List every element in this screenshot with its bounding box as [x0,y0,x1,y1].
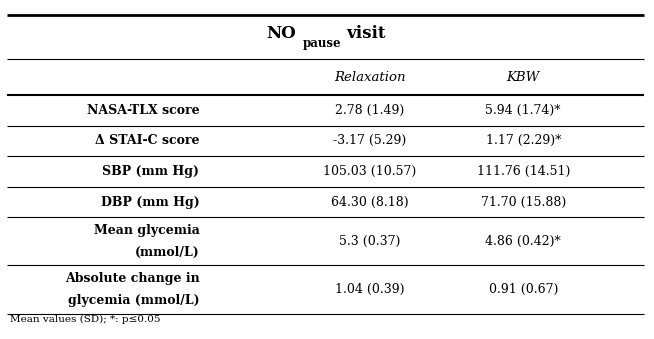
Text: SBP (mm Hg): SBP (mm Hg) [103,165,199,178]
Text: visit: visit [347,25,386,42]
Text: glycemia (mmol/L): glycemia (mmol/L) [68,294,199,306]
Text: Absolute change in: Absolute change in [65,273,199,285]
Text: 4.86 (0.42)*: 4.86 (0.42)* [485,235,561,248]
Text: DBP (mm Hg): DBP (mm Hg) [101,196,199,208]
Text: 1.17 (2.29)*: 1.17 (2.29)* [485,134,561,147]
Text: KBW: KBW [507,71,540,84]
Text: 111.76 (14.51): 111.76 (14.51) [477,165,570,178]
Text: 1.04 (0.39): 1.04 (0.39) [335,283,404,296]
Text: 64.30 (8.18): 64.30 (8.18) [331,196,408,208]
Text: 5.94 (1.74)*: 5.94 (1.74)* [485,104,561,117]
Text: NASA-TLX score: NASA-TLX score [87,104,199,117]
Text: Mean glycemia: Mean glycemia [94,224,199,237]
Text: Relaxation: Relaxation [334,71,405,84]
Text: Mean values (SD); *: p≤0.05: Mean values (SD); *: p≤0.05 [10,315,160,324]
Text: 0.91 (0.67): 0.91 (0.67) [489,283,558,296]
Text: -3.17 (5.29): -3.17 (5.29) [333,134,406,147]
Text: Δ STAI-C score: Δ STAI-C score [95,134,199,147]
Text: pause: pause [303,37,341,50]
Text: (mmol/L): (mmol/L) [135,245,199,259]
Text: 105.03 (10.57): 105.03 (10.57) [323,165,416,178]
Text: 5.3 (0.37): 5.3 (0.37) [339,235,400,248]
Text: NO: NO [266,25,296,42]
Text: 2.78 (1.49): 2.78 (1.49) [335,104,404,117]
Text: 71.70 (15.88): 71.70 (15.88) [481,196,566,208]
